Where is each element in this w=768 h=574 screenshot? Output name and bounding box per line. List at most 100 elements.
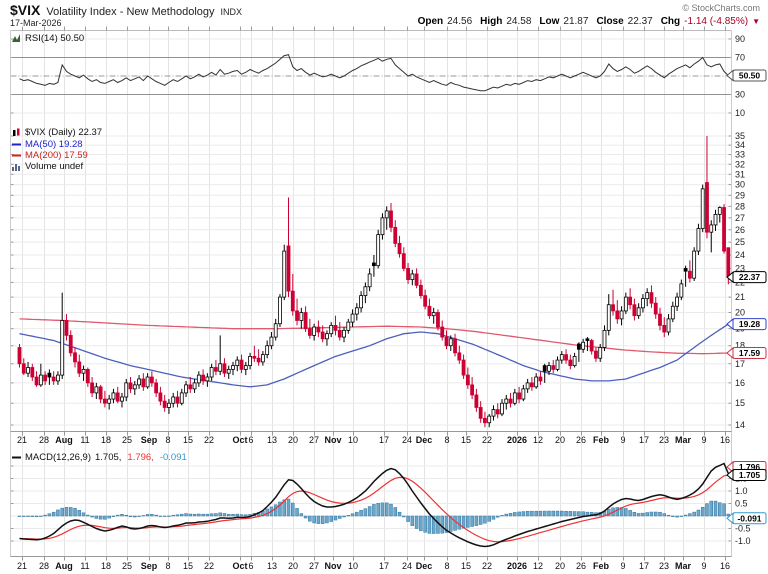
svg-text:8: 8 [444,435,449,445]
svg-text:19.28: 19.28 [739,319,761,329]
svg-text:20: 20 [555,435,565,445]
svg-text:17: 17 [735,359,745,369]
svg-text:Sep: Sep [141,561,158,571]
svg-text:20: 20 [735,308,745,318]
svg-text:1.0: 1.0 [735,486,748,496]
svg-text:18: 18 [101,561,111,571]
low-label: Low [539,16,560,27]
svg-text:13: 13 [267,435,277,445]
svg-text:70: 70 [735,53,745,63]
svg-text:9: 9 [620,435,625,445]
symbol: $VIX [10,2,41,18]
svg-text:Nov: Nov [324,561,341,571]
svg-text:17: 17 [639,435,649,445]
svg-text:21: 21 [735,292,745,302]
svg-text:8: 8 [165,561,170,571]
svg-text:13: 13 [267,561,277,571]
svg-text:-0.091: -0.091 [737,513,761,523]
ma200-legend: MA(200) 17.59 [12,150,88,161]
ma50-line-icon [12,143,21,146]
open-value: 24.56 [447,16,473,27]
chart-header: $VIX Volatility Index - New Methodology … [10,2,242,18]
candlestick-icon [13,128,20,136]
chg-label: Chg [660,16,681,27]
svg-text:27: 27 [309,435,319,445]
rsi-legend-label: RSI(14) 50.50 [25,33,85,44]
chg-value: -1.14 (-4.85%) [684,16,749,27]
chart-date: 17-Mar-2026 [10,18,62,28]
svg-text:8: 8 [165,435,170,445]
svg-text:Oct: Oct [232,435,247,445]
svg-text:Mar: Mar [675,435,692,445]
svg-text:17: 17 [379,435,389,445]
svg-text:23: 23 [735,263,745,273]
svg-text:14: 14 [735,420,745,430]
volume-legend-label: Volume undef [25,161,84,172]
svg-text:15: 15 [461,435,471,445]
svg-text:35: 35 [735,131,745,141]
copyright: © StockCharts.com [682,3,760,13]
svg-text:28: 28 [39,435,49,445]
svg-text:16: 16 [720,561,730,571]
svg-text:17: 17 [379,561,389,571]
macd-signal-value: 1.796, [127,452,154,463]
svg-text:90: 90 [735,34,745,44]
high-label: High [480,16,503,27]
svg-text:21: 21 [17,561,27,571]
svg-text:23: 23 [659,435,669,445]
svg-text:6: 6 [248,561,253,571]
svg-text:9: 9 [701,435,706,445]
svg-text:24: 24 [402,435,412,445]
svg-text:11: 11 [80,561,89,571]
exchange-label: INDX [220,7,243,17]
svg-text:28: 28 [735,201,745,211]
svg-text:33: 33 [735,150,745,160]
change-down-arrow-icon: ▼ [752,17,760,26]
svg-text:15: 15 [735,398,745,408]
svg-text:10: 10 [735,108,745,118]
svg-text:-0.5: -0.5 [735,524,751,534]
close-value: 22.37 [627,16,653,27]
svg-text:11: 11 [80,435,89,445]
rsi-legend: RSI(14) 50.50 [12,33,84,44]
svg-text:20: 20 [288,435,298,445]
svg-text:10: 10 [348,561,358,571]
svg-text:15: 15 [183,561,193,571]
svg-text:22: 22 [204,435,214,445]
svg-text:12: 12 [533,561,543,571]
low-value: 21.87 [563,16,589,27]
svg-text:Sep: Sep [141,435,158,445]
ma50-legend-label: MA(50) 19.28 [25,139,83,150]
ma50-legend: MA(50) 19.28 [12,139,83,150]
svg-text:2026: 2026 [507,435,527,445]
svg-text:34: 34 [735,140,745,150]
svg-text:28: 28 [39,561,49,571]
svg-text:16: 16 [735,378,745,388]
svg-text:30: 30 [735,90,745,100]
svg-text:25: 25 [122,561,132,571]
svg-text:Feb: Feb [593,435,610,445]
rsi-icon [12,34,20,42]
ma200-legend-label: MA(200) 17.59 [25,150,88,161]
macd-legend-label: MACD(12,26,9) [25,452,91,463]
svg-text:26: 26 [576,561,586,571]
svg-text:16: 16 [720,435,730,445]
svg-text:Oct: Oct [232,561,247,571]
svg-text:25: 25 [735,237,745,247]
macd-value: 1.705, [95,452,122,463]
svg-text:29: 29 [735,190,745,200]
svg-text:1.705: 1.705 [739,470,761,480]
svg-text:24: 24 [735,250,745,260]
svg-text:0.5: 0.5 [735,499,748,509]
svg-text:27: 27 [309,561,319,571]
svg-text:8: 8 [444,561,449,571]
svg-text:1.796: 1.796 [739,462,761,472]
svg-text:25: 25 [122,435,132,445]
price-legend: $VIX (Daily) 22.37 [12,127,102,138]
svg-text:17.59: 17.59 [739,348,761,358]
svg-text:Mar: Mar [675,561,692,571]
open-label: Open [417,16,444,27]
ma200-line-icon [12,154,21,157]
svg-text:22.37: 22.37 [739,272,761,282]
